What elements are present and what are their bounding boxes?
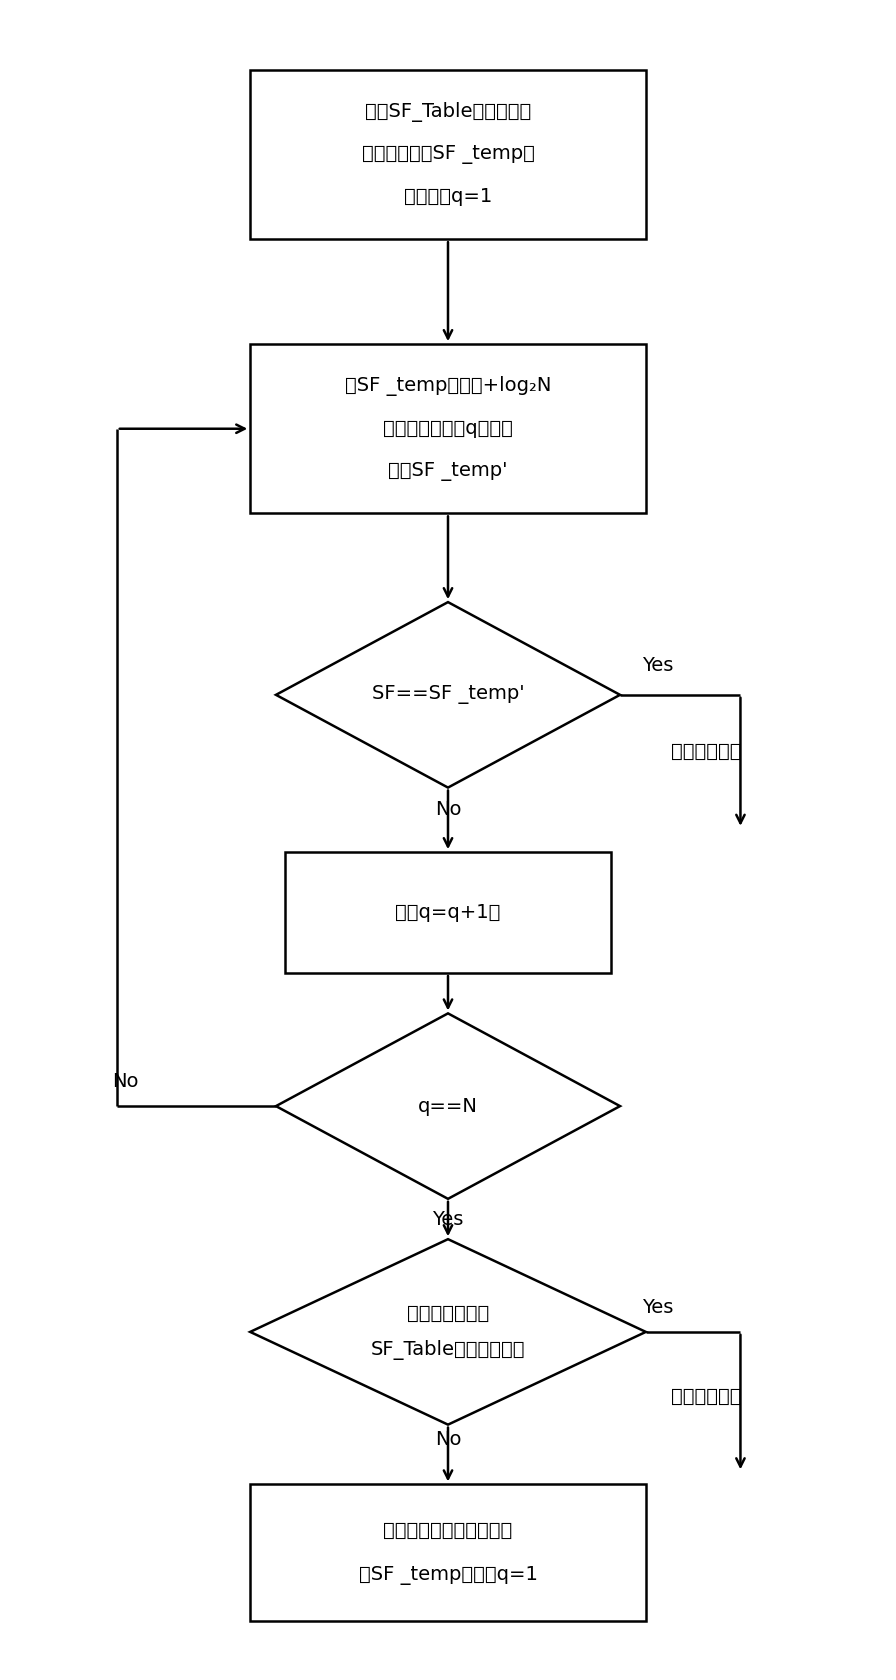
Text: No: No [112, 1072, 139, 1092]
Text: Yes: Yes [432, 1210, 464, 1228]
Text: 将SF _temp按照１+log₂N: 将SF _temp按照１+log₂N [345, 376, 551, 396]
Polygon shape [250, 1240, 646, 1425]
Text: 记为SF _temp': 记为SF _temp' [388, 462, 508, 480]
FancyBboxPatch shape [250, 71, 646, 239]
Polygon shape [276, 601, 620, 788]
Text: Yes: Yes [642, 1299, 673, 1317]
Text: 跳转至第四步: 跳转至第四步 [671, 1388, 741, 1406]
Text: No: No [435, 800, 461, 818]
Text: q==N: q==N [418, 1097, 478, 1116]
Text: 的粒度循环左移q位，并: 的粒度循环左移q位，并 [383, 420, 513, 438]
Text: 表项，赋值给SF _temp；: 表项，赋值给SF _temp； [362, 144, 534, 165]
Text: Yes: Yes [642, 657, 673, 675]
Text: 设置变量q=1: 设置变量q=1 [404, 188, 492, 207]
Polygon shape [276, 1013, 620, 1200]
Text: 读取SF_Table中的第一个: 读取SF_Table中的第一个 [365, 102, 531, 123]
FancyBboxPatch shape [285, 852, 611, 973]
Text: 当前表项是否是: 当前表项是否是 [407, 1304, 489, 1322]
FancyBboxPatch shape [250, 1485, 646, 1621]
Text: 读取下一个表项，并赋值: 读取下一个表项，并赋值 [383, 1520, 513, 1539]
Text: No: No [435, 1430, 461, 1450]
Text: SF==SF _temp': SF==SF _temp' [372, 685, 524, 704]
Text: 给SF _temp；设置q=1: 给SF _temp；设置q=1 [358, 1566, 538, 1586]
FancyBboxPatch shape [250, 344, 646, 514]
Text: 跳转至第三步: 跳转至第三步 [671, 743, 741, 761]
Text: 设置q=q+1；: 设置q=q+1； [395, 904, 501, 922]
Text: SF_Table中的最后一个: SF_Table中的最后一个 [371, 1341, 525, 1361]
